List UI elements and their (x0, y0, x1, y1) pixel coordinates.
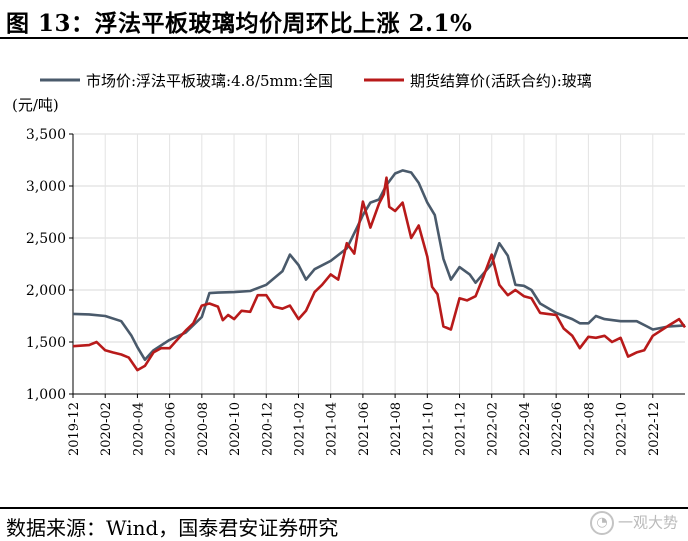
x-tick-label: 2021-06 (357, 402, 372, 456)
x-tick-label: 2021-08 (389, 402, 404, 456)
title-rule (0, 37, 688, 39)
market-price-line (72, 169, 686, 361)
y-tick-labels: 1,000 1,500 2,000 2,500 3,000 3,500 (26, 127, 66, 403)
x-tick-label: 2020-12 (260, 402, 275, 456)
plot-area (73, 134, 685, 394)
x-tick-label: 2022-04 (518, 402, 533, 456)
x-tick-label: 2020-06 (164, 402, 179, 456)
watermark-text: 一观大势 (617, 513, 678, 532)
y-tick-label: 2,500 (26, 231, 66, 247)
legend: 市场价:浮法平板玻璃:4.8/5mm:全国 期货结算价(活跃合约):玻璃 (40, 72, 592, 90)
x-tick-label: 2021-10 (421, 402, 436, 456)
gridlines (72, 133, 685, 395)
legend-label: 市场价:浮法平板玻璃:4.8/5mm:全国 (86, 72, 333, 90)
figure-title: 图 13：浮法平板玻璃均价周环比上涨 2.1% (6, 10, 473, 37)
y-tick-label: 3,500 (26, 127, 66, 143)
series-lines (72, 169, 687, 372)
y-tick-label: 2,000 (26, 283, 66, 299)
x-tick-label: 2020-10 (228, 402, 243, 456)
x-tick-label: 2021-12 (454, 402, 469, 456)
y-tick-label: 1,000 (26, 387, 66, 403)
y-tick-label: 1,500 (26, 335, 66, 351)
x-tick-label: 2019-12 (67, 402, 82, 456)
x-tick-label: 2022-12 (647, 402, 662, 456)
x-tick-label: 2022-02 (486, 402, 501, 456)
legend-label: 期货结算价(活跃合约):玻璃 (410, 72, 592, 90)
y-axis-label: (元/吨) (12, 96, 59, 114)
x-tick-label: 2021-02 (292, 402, 307, 456)
source-note: 数据来源：Wind，国泰君安证券研究 (6, 516, 339, 540)
axes (69, 133, 685, 398)
x-tick-label: 2022-10 (615, 402, 630, 456)
x-tick-labels: 2019-12 2020-02 2020-04 2020-06 2020-08 2020-… (67, 402, 662, 456)
y-tick-label: 3,000 (26, 179, 66, 195)
x-tick-label: 2021-04 (325, 402, 340, 456)
x-tick-label: 2020-02 (99, 402, 114, 456)
wechat-icon: ◔ (589, 511, 614, 535)
footer-rule (0, 507, 688, 509)
x-tick-label: 2020-04 (131, 402, 146, 456)
x-tick-label: 2022-06 (550, 402, 565, 456)
futures-price-line (72, 176, 687, 372)
x-tick-label: 2022-08 (582, 402, 597, 456)
line-chart: 市场价:浮法平板玻璃:4.8/5mm:全国 期货结算价(活跃合约):玻璃 (元/吨… (12, 72, 687, 456)
x-tick-label: 2020-08 (196, 402, 211, 456)
watermark: ◔ 一观大势 (589, 511, 678, 535)
